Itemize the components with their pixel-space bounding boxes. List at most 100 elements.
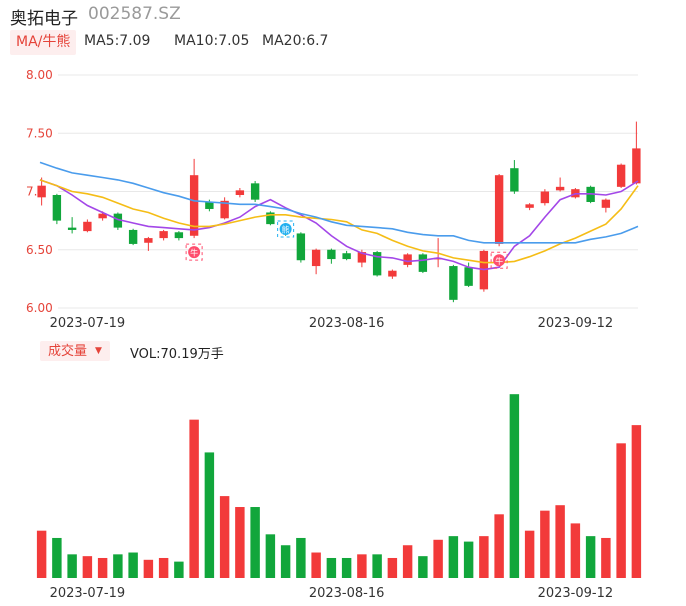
volume-bar <box>570 523 581 578</box>
volume-bar <box>509 394 520 578</box>
ma-line <box>39 179 639 264</box>
volume-bar <box>372 554 382 578</box>
volume-bar <box>555 505 565 578</box>
candle-body <box>540 191 550 204</box>
volume-bar <box>219 496 230 578</box>
candle-body <box>83 221 92 232</box>
candle <box>250 181 260 202</box>
candle <box>83 219 92 233</box>
candle-body <box>311 249 321 267</box>
candle-body <box>235 190 245 195</box>
ma-lines <box>39 161 639 271</box>
bear-signal-icon: 熊 <box>277 220 295 238</box>
signal-text: 牛 <box>495 256 503 266</box>
volume-bar <box>463 541 474 578</box>
candle-body <box>220 200 229 219</box>
candle <box>128 228 138 246</box>
candle-body <box>174 232 184 239</box>
volume-bar <box>341 557 352 578</box>
volume-bar <box>265 534 276 578</box>
candle-body <box>418 254 428 272</box>
volume-bar <box>158 557 169 578</box>
volume-bar <box>189 419 199 578</box>
price-grid <box>58 74 638 309</box>
candle <box>327 248 336 264</box>
volume-toggle-label: 成交量 <box>48 344 88 359</box>
candle-body <box>67 227 77 230</box>
volume-bar <box>204 452 215 578</box>
candle-body <box>525 204 534 208</box>
candle-body <box>555 186 565 191</box>
candle <box>616 163 626 189</box>
volume-bar <box>479 536 489 578</box>
ma-toggle-button[interactable]: MA/牛熊 <box>10 30 77 55</box>
candle <box>220 197 229 220</box>
candle <box>144 236 153 251</box>
candle <box>403 253 412 268</box>
signal-dot <box>279 222 292 235</box>
candle-body <box>510 168 519 192</box>
candle <box>37 177 46 206</box>
volume-toggle-button[interactable]: 成交量 ▼ <box>40 341 110 361</box>
caret-down-icon: ▼ <box>95 346 102 356</box>
candle <box>540 189 550 206</box>
x-tick-label: 2023-09-12 <box>538 586 614 601</box>
volume-bar <box>326 557 337 578</box>
candle <box>418 253 428 274</box>
volume-bar <box>280 545 291 578</box>
candle-body <box>449 266 458 300</box>
signal-frame <box>185 243 203 261</box>
price-x-axis: 2023-07-19 2023-08-16 2023-09-12 <box>50 316 614 331</box>
bull-signal-icon: 牛 <box>490 251 508 269</box>
volume-bar <box>631 425 642 578</box>
candle-body <box>113 213 123 228</box>
volume-value-label: VOL:70.19万手 <box>130 347 224 362</box>
volume-bar <box>601 537 611 578</box>
ma-line <box>39 179 639 271</box>
candle <box>113 212 123 230</box>
volume-bar <box>402 545 413 578</box>
candle-body <box>342 253 351 260</box>
bull-signal-icon: 牛 <box>185 243 203 261</box>
candle <box>388 269 397 279</box>
volume-bar <box>296 537 306 578</box>
volume-bar <box>494 514 504 578</box>
signal-dot <box>493 254 506 267</box>
signal-text: 牛 <box>190 248 198 258</box>
price-chart[interactable]: 8.007.507.06.506.00 牛熊牛 2023-07-19 2023-0… <box>0 0 686 340</box>
x-tick-label: 2023-08-16 <box>309 586 385 601</box>
ma10-label: MA10:7.05 <box>174 33 250 49</box>
candle <box>174 231 184 241</box>
candle-body <box>205 201 214 209</box>
volume-bar <box>82 556 93 578</box>
candle-body <box>128 229 138 244</box>
candle <box>494 174 504 247</box>
signal-frame <box>490 251 508 269</box>
candle-body <box>98 213 107 219</box>
x-tick-label: 2023-08-16 <box>309 316 385 331</box>
candle <box>235 188 245 198</box>
candle <box>296 232 306 263</box>
y-tick-label: 6.00 <box>26 301 53 315</box>
candle-body <box>601 199 611 208</box>
candle-body <box>327 249 336 260</box>
candle-body <box>357 252 367 263</box>
volume-bar <box>387 557 398 578</box>
stock-name: 奥拓电子 <box>10 9 78 29</box>
candle <box>189 158 199 239</box>
volume-bar <box>418 556 428 578</box>
candle-body <box>494 175 504 244</box>
candle-body <box>388 270 397 277</box>
candle-body <box>266 212 275 225</box>
y-tick-label: 8.00 <box>26 68 53 82</box>
volume-chart[interactable]: 2023-07-19 2023-08-16 2023-09-12 <box>0 360 686 606</box>
candle <box>67 217 77 234</box>
ma-line <box>39 161 639 244</box>
candle-body <box>37 185 46 198</box>
x-tick-label: 2023-09-12 <box>538 316 614 331</box>
candle-body <box>159 231 168 239</box>
y-tick-label: 6.50 <box>26 243 53 257</box>
volume-bar <box>357 554 367 578</box>
candle <box>601 198 611 213</box>
volume-bar <box>433 539 443 578</box>
